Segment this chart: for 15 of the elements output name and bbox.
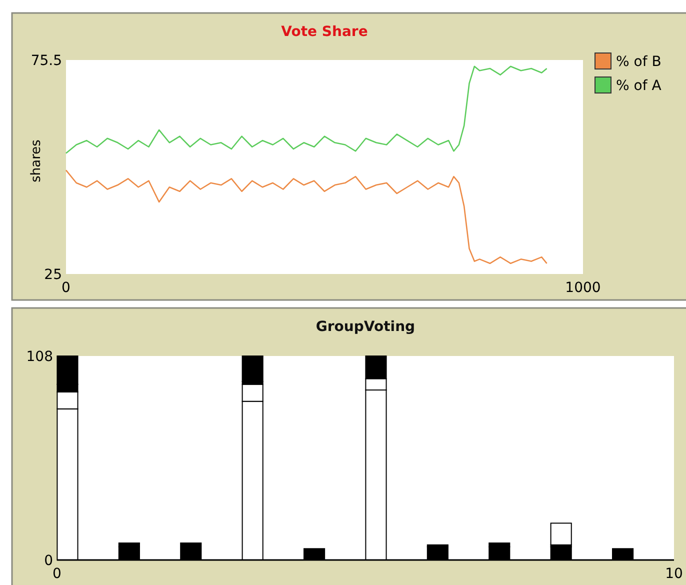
y-tick-label: 75.5 [30,52,62,69]
bar [242,356,264,382]
line-series [65,170,548,264]
y-tick-label: 25 [44,266,62,283]
chart-title: Vote Share [281,24,368,40]
y-axis-title: shares [29,139,44,182]
chart-title: GroupVoting [316,319,416,335]
y-tick-label: 108 [26,348,53,365]
legend-label: % of A [616,78,662,94]
legend-label: % of B [616,54,662,70]
bar [550,522,572,546]
line-series [65,66,548,154]
x-tick-label: 1000 [565,280,601,296]
y-tick-label: 0 [44,552,53,569]
x-tick-label: 10 [665,566,683,582]
